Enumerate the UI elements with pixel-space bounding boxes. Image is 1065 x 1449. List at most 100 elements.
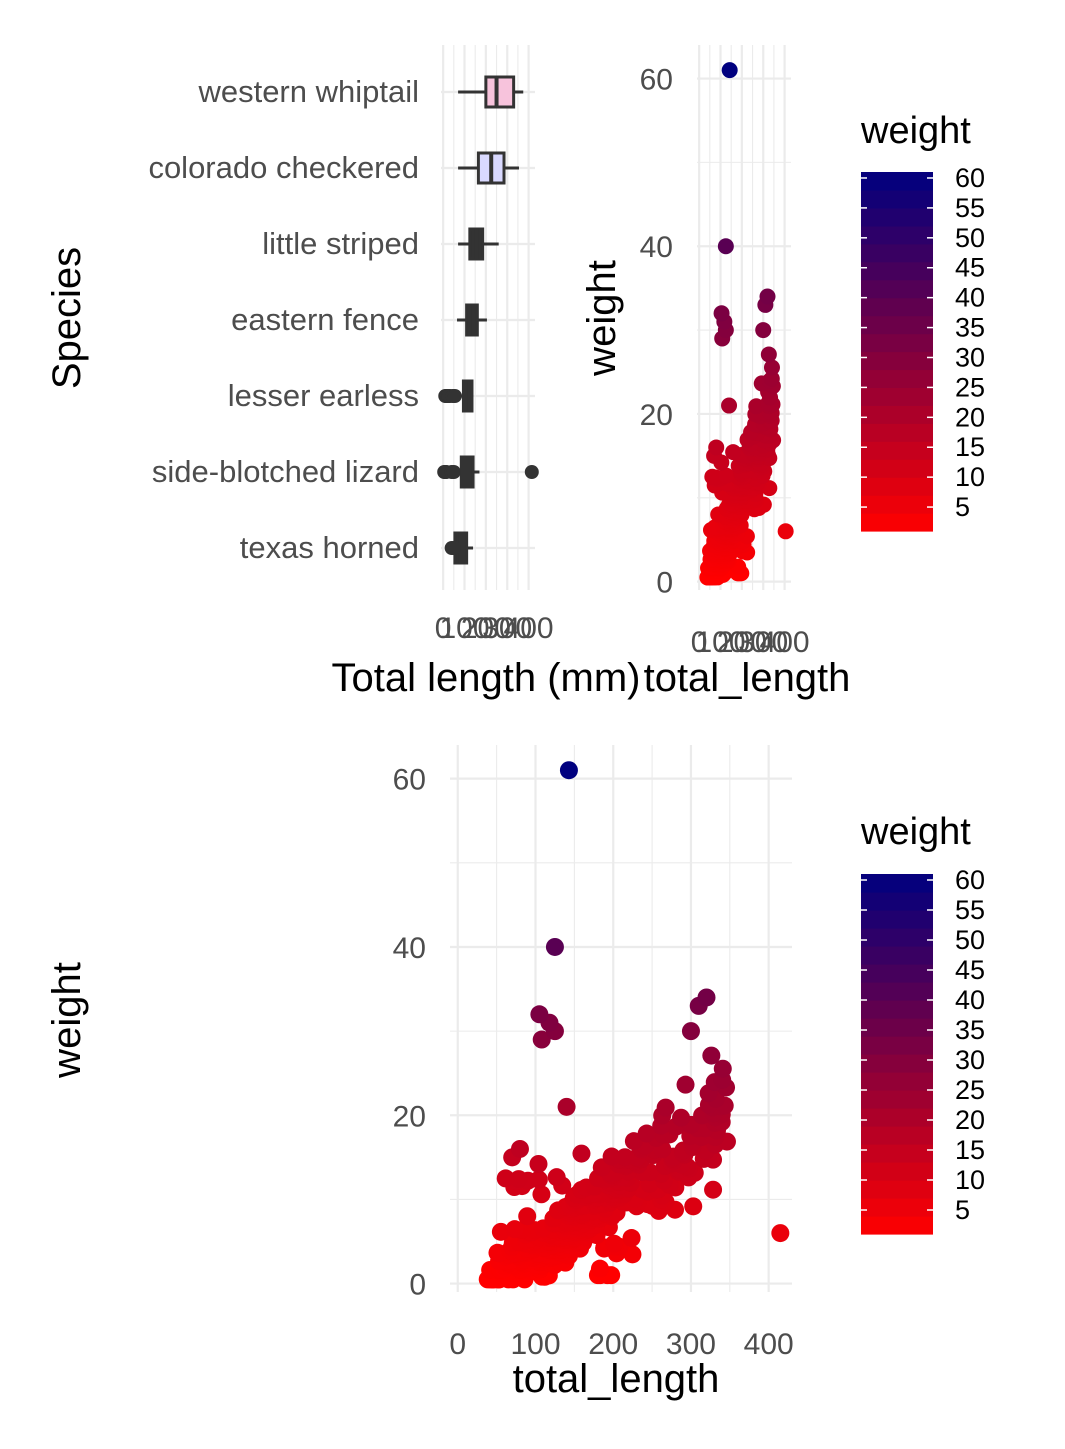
boxplot-x-tick-label: 0 (435, 612, 452, 645)
small-scatter-legend-label: 35 (955, 313, 985, 343)
large-scatter-point (602, 1147, 621, 1166)
small-scatter-legend-colorbar (861, 172, 933, 532)
small-scatter-point (763, 359, 780, 376)
large-scatter-legend-swatch (861, 1126, 933, 1145)
large-scatter-legend-swatch (861, 1108, 933, 1127)
large-scatter-point (684, 1197, 703, 1216)
small-scatter-point (721, 397, 738, 414)
large-scatter-point (557, 1097, 576, 1116)
box-little-striped (458, 227, 499, 261)
large-scatter-y-tick-label: 20 (393, 1100, 426, 1133)
box-iqr (465, 303, 479, 337)
small-scatter-legend-swatch (861, 189, 933, 209)
boxplot-x-tick-label: 200 (461, 612, 511, 645)
large-scatter-point (532, 1030, 551, 1049)
large-scatter-point (509, 1170, 528, 1189)
boxplot-category-label: eastern fence (231, 302, 419, 337)
large-scatter-legend-swatch (861, 1144, 933, 1163)
large-scatter-point (771, 1224, 790, 1243)
small-scatter-legend-swatch (861, 495, 933, 514)
large-scatter-legend-label: 25 (955, 1075, 985, 1105)
large-scatter-legend-swatch (861, 1072, 933, 1091)
small-scatter-legend-label: 30 (955, 342, 985, 372)
large-scatter-legend-label: 10 (955, 1165, 985, 1195)
boxplot-category-label: western whiptail (197, 74, 419, 109)
small-scatter-y-tick-label: 20 (640, 399, 673, 432)
boxplot-x-tick-label: 300 (482, 612, 532, 645)
small-scatter-legend-swatch (861, 261, 933, 281)
large-scatter-point (605, 1234, 624, 1253)
large-scatter-point (572, 1144, 591, 1163)
small-scatter-x-tick-label: 0 (691, 626, 708, 659)
large-scatter-legend-swatch (861, 1162, 933, 1181)
small-scatter-legend-swatch (861, 369, 933, 388)
small-scatter-legend-swatch (861, 333, 933, 353)
small-scatter-point (777, 523, 794, 540)
large-scatter-legend-label: 15 (955, 1135, 985, 1165)
small-scatter-point (763, 370, 780, 387)
small-scatter-legend-swatch (861, 423, 933, 442)
box-outlier (447, 389, 462, 403)
boxplot-y-axis-title: Species (45, 247, 89, 389)
small-scatter-legend-label: 10 (955, 462, 985, 492)
small-scatter-legend-label: 60 (955, 163, 985, 193)
small-scatter-legend-swatch (861, 315, 933, 335)
large-scatter-point (491, 1222, 510, 1241)
large-scatter-point (530, 1005, 549, 1024)
box-iqr (461, 379, 474, 413)
large-scatter-legend-label: 45 (955, 955, 985, 985)
large-scatter-y-tick-label: 60 (393, 764, 426, 797)
large-scatter-legend-swatch (861, 892, 933, 911)
small-scatter-point (718, 467, 735, 484)
small-scatter-legend-swatch (861, 351, 933, 371)
large-scatter-point (704, 1180, 723, 1199)
large-scatter-point (676, 1075, 695, 1094)
box-western-whiptail (458, 75, 524, 109)
small-scatter-legend-label: 5 (955, 492, 970, 522)
large-scatter-points (478, 761, 790, 1289)
large-scatter-legend-swatch (861, 1018, 933, 1037)
large-scatter-legend-swatch (861, 1054, 933, 1073)
box-iqr (459, 455, 475, 489)
large-scatter-y-axis-title: weight (45, 962, 89, 1079)
small-scatter-x-tick-label: 400 (760, 626, 810, 659)
large-scatter-legend-label: 40 (955, 985, 985, 1015)
small-scatter-legend-swatch (861, 172, 933, 191)
large-scatter-x-axis-title: total_length (513, 1357, 720, 1401)
small-scatter-legend-label: 20 (955, 402, 985, 432)
large-scatter-legend-swatch (861, 946, 933, 965)
box-eastern-fence (457, 303, 487, 337)
boxplot-category-label: side-blotched lizard (152, 454, 419, 489)
large-scatter-x-tick-labels: 0 100 200 300 400 (449, 1328, 793, 1361)
boxplot-x-tick-label: 400 (504, 612, 554, 645)
small-scatter-x-tick-label: 200 (717, 626, 767, 659)
small-scatter-point (708, 439, 725, 456)
large-scatter-legend-swatch (861, 964, 933, 983)
boxplot-category-label: colorado checkered (148, 150, 419, 185)
small-scatter-point (760, 346, 777, 363)
large-scatter-y-tick-labels: 0 20 40 60 (393, 764, 426, 1302)
large-scatter-x-tick-label: 200 (588, 1328, 638, 1361)
small-scatter-point (721, 62, 738, 79)
box-lesser-earless (438, 379, 474, 413)
boxplot-x-tick-label: 100 (439, 612, 489, 645)
large-scatter-legend-swatch (861, 1036, 933, 1055)
large-scatter-point (545, 937, 564, 956)
large-scatter-point (656, 1098, 675, 1117)
large-scatter-point (532, 1185, 551, 1204)
small-scatter-y-tick-label: 40 (640, 231, 673, 264)
box-iqr (484, 75, 516, 109)
large-scatter-point (510, 1139, 529, 1158)
small-scatter-legend-swatch (861, 477, 933, 496)
large-scatter-point (681, 1022, 700, 1041)
small-scatter-y-tick-label: 60 (640, 64, 673, 97)
large-scatter-legend-label: 30 (955, 1045, 985, 1075)
large-scatter-x-tick-label: 300 (666, 1328, 716, 1361)
large-scatter-point (496, 1169, 515, 1188)
small-scatter-points (699, 62, 794, 586)
large-scatter-x-tick-label: 100 (510, 1328, 560, 1361)
large-scatter-x-tick-label: 400 (744, 1328, 794, 1361)
large-scatter-legend-colorbar (861, 874, 933, 1235)
